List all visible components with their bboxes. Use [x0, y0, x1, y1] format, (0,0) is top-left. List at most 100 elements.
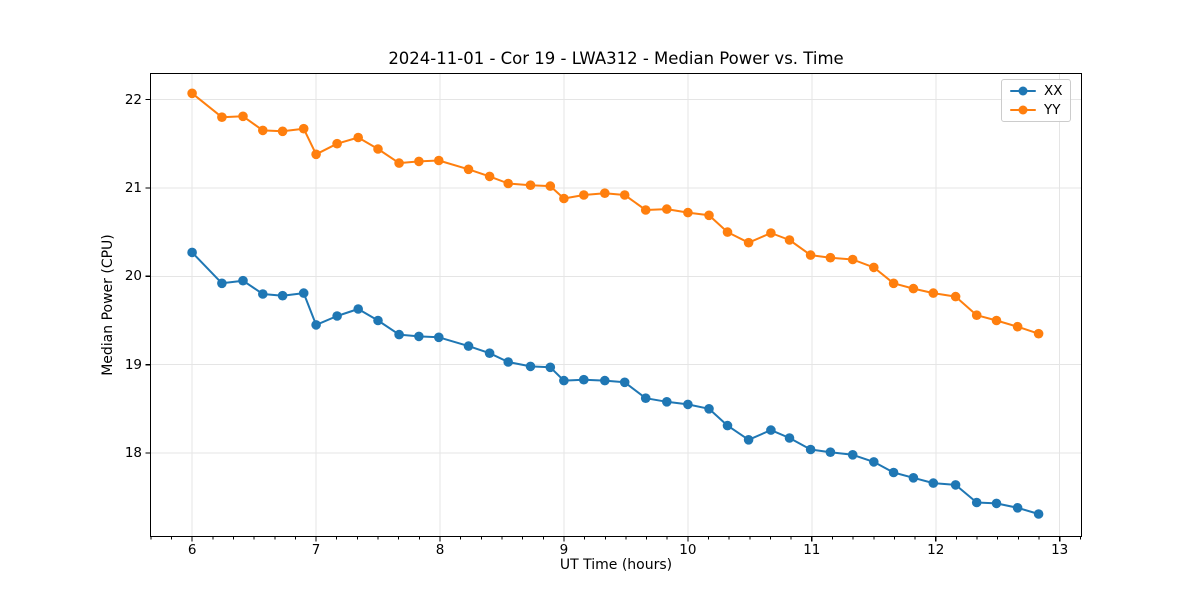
data-point-XX	[991, 498, 1002, 509]
y-tick-label: 19	[124, 356, 142, 373]
data-point-YY	[888, 278, 899, 289]
data-point-XX	[805, 444, 816, 455]
data-point-XX	[847, 450, 858, 460]
data-point-YY	[743, 237, 754, 248]
data-point-XX	[332, 311, 342, 321]
legend: XX YY	[1001, 79, 1071, 122]
data-point-XX	[277, 290, 288, 301]
plot-border	[150, 73, 1082, 537]
data-point-XX	[258, 289, 268, 299]
data-point-YY	[545, 181, 556, 191]
data-point-XX	[545, 362, 556, 373]
data-point-XX	[766, 425, 776, 435]
data-point-XX	[238, 275, 248, 286]
x-tick-label: 11	[803, 542, 821, 558]
legend-line-sample	[1010, 105, 1036, 115]
data-point-YY	[908, 283, 919, 294]
data-point-XX	[503, 357, 513, 367]
data-point-YY	[258, 125, 268, 136]
data-point-YY	[503, 178, 513, 189]
series-XX	[187, 247, 1044, 519]
data-point-XX	[662, 397, 672, 407]
data-point-XX	[1033, 509, 1044, 519]
data-point-YY	[950, 291, 961, 302]
data-point-YY	[722, 227, 733, 237]
chart-title: 2024-11-01 - Cor 19 - LWA312 - Median Po…	[388, 49, 844, 68]
data-point-XX	[928, 478, 939, 488]
data-point-YY	[1012, 321, 1023, 332]
data-point-YY	[784, 235, 795, 245]
data-point-YY	[1033, 328, 1044, 339]
x-tick-label: 7	[311, 542, 321, 558]
data-point-YY	[414, 156, 424, 167]
series-line-YY	[191, 92, 1040, 335]
series-YY	[187, 88, 1044, 339]
grid	[150, 73, 1082, 537]
data-point-YY	[238, 111, 248, 122]
data-point-XX	[1012, 503, 1023, 513]
data-point-XX	[559, 375, 569, 386]
y-tick-label: 18	[124, 445, 142, 462]
data-point-YY	[298, 123, 309, 134]
data-point-XX	[484, 348, 495, 359]
data-point-YY	[928, 288, 939, 298]
legend-line-sample	[1010, 86, 1036, 96]
legend-label: YY	[1044, 102, 1061, 118]
x-tick-label: 6	[187, 542, 197, 558]
data-point-XX	[414, 331, 424, 342]
data-point-XX	[784, 433, 795, 443]
data-point-XX	[869, 457, 879, 467]
data-point-XX	[353, 304, 363, 314]
data-point-XX	[908, 473, 919, 483]
data-point-XX	[298, 288, 309, 298]
data-point-YY	[373, 144, 383, 154]
data-point-YY	[847, 254, 858, 265]
data-point-XX	[704, 404, 714, 414]
series-lines	[187, 88, 1044, 519]
data-point-YY	[484, 171, 495, 182]
data-point-XX	[434, 332, 444, 343]
data-point-YY	[394, 158, 404, 168]
x-tick-label: 10	[679, 542, 697, 558]
data-point-XX	[640, 393, 651, 404]
data-point-XX	[888, 467, 899, 478]
y-tick-label: 21	[124, 179, 142, 196]
data-point-YY	[805, 250, 816, 260]
data-point-YY	[579, 190, 589, 200]
x-axis-label: UT Time (hours)	[559, 557, 673, 573]
data-point-YY	[971, 310, 982, 320]
legend-marker-icon	[1018, 105, 1028, 115]
data-point-YY	[662, 204, 672, 214]
data-point-YY	[187, 88, 197, 99]
axis-ticks	[145, 98, 1081, 542]
data-point-YY	[525, 180, 536, 190]
data-point-YY	[332, 138, 342, 149]
data-point-YY	[277, 126, 288, 137]
data-point-XX	[600, 375, 610, 386]
data-point-YY	[683, 207, 693, 218]
legend-item-XX: XX	[1010, 82, 1070, 100]
data-point-XX	[579, 374, 589, 385]
x-tick-label: 9	[559, 542, 569, 558]
legend-marker-icon	[1018, 86, 1028, 96]
x-tick-label: 12	[927, 542, 945, 558]
legend-item-YY: YY	[1010, 101, 1070, 119]
data-point-XX	[950, 480, 961, 490]
data-point-YY	[353, 132, 363, 143]
data-point-XX	[187, 247, 197, 258]
data-point-XX	[825, 447, 836, 458]
data-point-YY	[463, 164, 474, 175]
data-point-XX	[743, 435, 754, 445]
data-point-YY	[991, 315, 1002, 326]
x-tick-label: 8	[435, 542, 445, 558]
y-tick-label: 22	[124, 91, 142, 108]
data-point-YY	[825, 252, 836, 263]
data-point-XX	[525, 361, 536, 372]
data-point-XX	[311, 320, 321, 330]
data-point-YY	[311, 149, 321, 160]
data-point-YY	[619, 190, 630, 200]
data-point-YY	[766, 228, 776, 238]
y-tick-label: 20	[124, 268, 142, 285]
legend-label: XX	[1044, 83, 1063, 99]
